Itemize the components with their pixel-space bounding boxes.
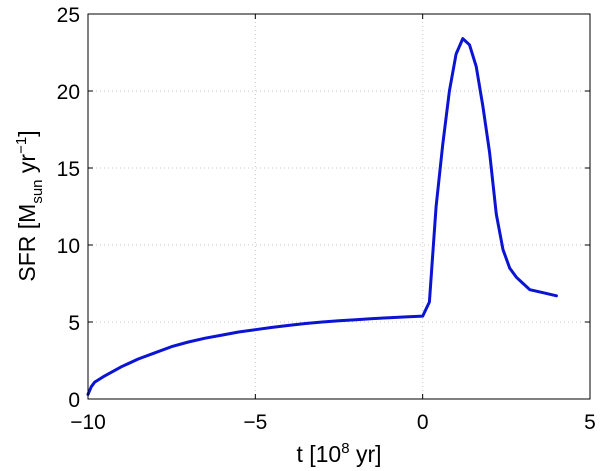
x-axis-label-superscript: 8 [341, 440, 349, 457]
y-tick-label: 5 [68, 312, 80, 335]
axis-ticks [87, 13, 591, 400]
y-axis-label-subscript: sun [29, 179, 46, 203]
x-tick-label: −10 [70, 411, 106, 434]
y-tick-label: 15 [57, 158, 80, 181]
x-axis-label: t [108 yr] [296, 440, 381, 467]
plot-frame [87, 13, 591, 400]
y-tick-label: 25 [57, 4, 80, 27]
series-layer [86, 37, 558, 396]
x-tick-labels: −10 −5 0 5 [70, 411, 596, 434]
y-axis-label-superscript: −1 [13, 137, 30, 154]
y-tick-label: 0 [68, 389, 80, 412]
y-tick-label: 10 [57, 235, 80, 258]
x-tick-label: 5 [584, 411, 596, 434]
grid-lines [88, 14, 590, 399]
y-axis-label: SFR [Msun yr−1] [13, 130, 46, 281]
sfr-series-line [86, 37, 558, 396]
y-tick-labels: 0 5 10 15 20 25 [57, 4, 80, 412]
x-tick-label: 0 [417, 411, 429, 434]
y-tick-label: 20 [57, 81, 80, 104]
x-tick-label: −5 [243, 411, 267, 434]
